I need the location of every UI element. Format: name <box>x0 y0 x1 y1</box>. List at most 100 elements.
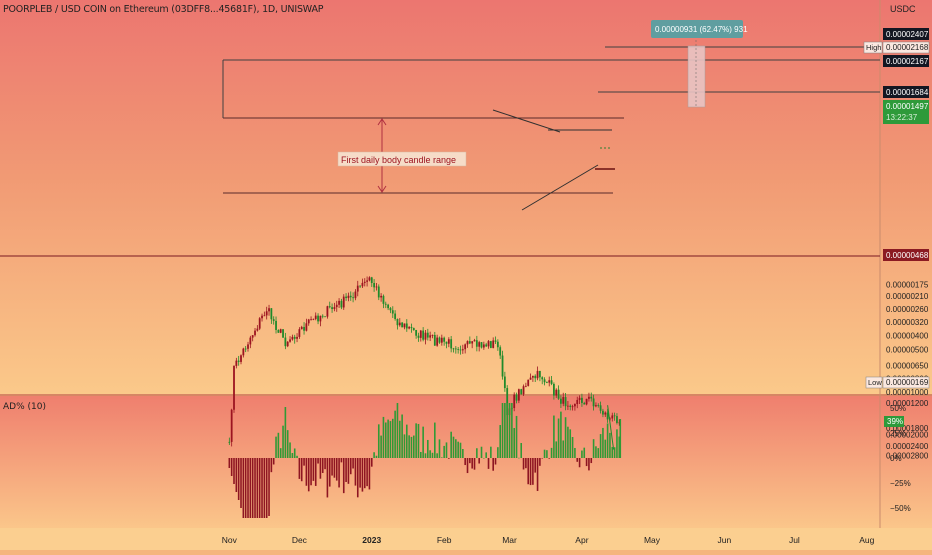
ad-bar <box>445 442 448 458</box>
ad-bar <box>457 441 459 458</box>
ad-bar <box>550 447 553 458</box>
candle-body <box>433 334 436 346</box>
candle-body <box>359 285 361 287</box>
ad-bar <box>361 458 364 492</box>
candle-body <box>471 341 474 344</box>
ad-bar <box>546 450 548 458</box>
candle-body <box>275 320 277 330</box>
candle-body <box>496 341 499 348</box>
ad-bar <box>286 430 289 458</box>
ad-bar <box>338 458 340 488</box>
candle-body <box>335 304 338 308</box>
time-tick-label: May <box>644 535 661 545</box>
ad-bar <box>513 427 516 458</box>
candle-body <box>328 306 331 308</box>
candle-body <box>247 344 249 349</box>
candle-body <box>270 308 273 320</box>
candle-body <box>517 389 520 401</box>
candle-body <box>592 398 595 407</box>
ad-bar <box>515 415 518 458</box>
ad-bar <box>233 458 235 484</box>
ad-bar <box>532 458 534 485</box>
candle-body <box>354 291 357 299</box>
candle-body <box>611 415 614 419</box>
ad-bar <box>340 458 343 463</box>
ad-bar <box>417 423 420 458</box>
tag-support-bg <box>883 249 929 261</box>
candle-body <box>373 283 376 288</box>
time-tick-label: Dec <box>292 535 308 545</box>
candle-body <box>443 337 446 342</box>
ad-bar <box>459 442 462 458</box>
ad-bar <box>578 458 581 468</box>
ad-bar <box>536 458 539 491</box>
candle-body <box>277 329 280 333</box>
time-tick-label: Jul <box>789 535 800 545</box>
ad-bar <box>359 458 361 488</box>
candle-body <box>557 389 560 399</box>
price-tick-label: 0.00002000 <box>886 431 929 440</box>
price-tick-label: 0.00000320 <box>886 318 929 327</box>
ad-bar <box>373 452 375 458</box>
candle-body <box>291 336 294 340</box>
ad-bar <box>275 436 277 458</box>
candle-body <box>375 286 378 288</box>
price-tick-label: 0.00000650 <box>886 361 929 370</box>
ad-bar <box>391 418 394 458</box>
candle-body <box>553 383 555 396</box>
ad-bar <box>609 432 611 458</box>
candle-body <box>415 329 418 336</box>
candle-body <box>326 306 329 317</box>
time-tick-label: Aug <box>859 535 874 545</box>
measure-text: 0.00000931 (62.47%) 931 <box>655 25 748 34</box>
candle-body <box>368 277 371 281</box>
ad-bar <box>242 458 245 518</box>
candle-body <box>522 386 525 395</box>
ad-bar <box>576 458 579 462</box>
candle-body <box>384 303 387 305</box>
candle-body <box>412 328 415 330</box>
candle-body <box>440 337 443 343</box>
candle-body <box>597 405 600 406</box>
ad-bar <box>384 422 387 458</box>
ad-bar <box>375 455 378 458</box>
ad-bar <box>487 458 490 469</box>
ad-bar <box>289 442 291 458</box>
candle-body <box>538 370 541 378</box>
ad-bar <box>431 452 434 458</box>
candle-body <box>286 341 289 347</box>
candle-body <box>387 304 390 309</box>
candle-body <box>237 360 240 362</box>
ad-bar <box>438 439 441 458</box>
ad-bar <box>429 450 431 458</box>
ad-bar <box>539 458 541 466</box>
breakout-wick <box>607 405 615 450</box>
ad-bar <box>420 451 422 458</box>
ad-bar <box>254 458 256 518</box>
candle-body <box>284 337 287 347</box>
candle-body <box>503 376 506 389</box>
candle-body <box>338 300 340 305</box>
candle-body <box>394 313 397 320</box>
candle-body <box>342 296 345 308</box>
countdown: 13:22:37 <box>886 113 918 122</box>
ad-bar <box>574 447 576 458</box>
ad-bar <box>595 446 597 458</box>
ad-bar <box>270 458 273 473</box>
ad-bar <box>583 447 586 458</box>
candle-body <box>303 326 305 331</box>
candle-body <box>429 335 432 338</box>
ad-bar <box>258 458 261 518</box>
candle-body <box>527 379 530 386</box>
candle-body <box>319 315 322 322</box>
ad-bar <box>410 436 413 458</box>
candle-body <box>457 349 460 350</box>
candle-body <box>531 375 534 378</box>
candle-body <box>578 397 581 400</box>
ad-bar <box>345 458 347 482</box>
ad-bar <box>506 403 508 458</box>
candle-body <box>599 405 602 411</box>
ad-bar <box>408 435 410 458</box>
